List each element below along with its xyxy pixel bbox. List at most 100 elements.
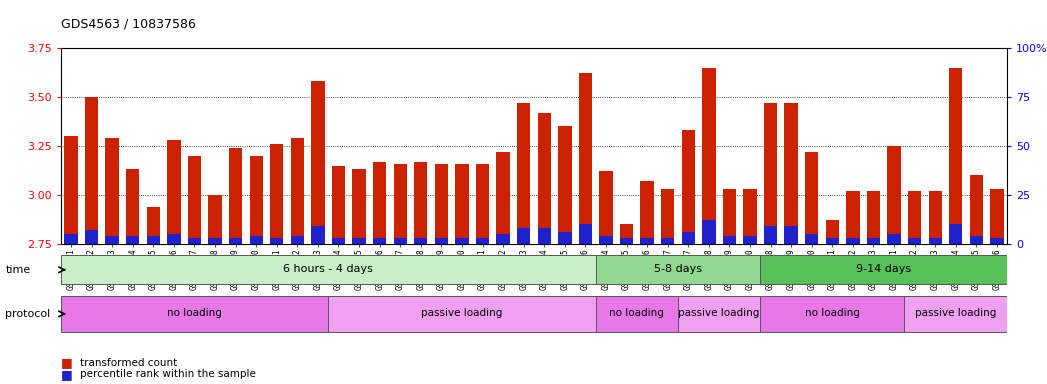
Bar <box>722 236 736 244</box>
Bar <box>517 103 531 244</box>
Text: transformed count: transformed count <box>80 358 177 368</box>
Bar <box>415 162 427 244</box>
Bar <box>147 207 160 244</box>
Bar <box>641 238 653 244</box>
Bar <box>61 296 328 332</box>
Bar <box>496 234 510 244</box>
Bar <box>784 226 798 244</box>
Bar <box>373 238 386 244</box>
Text: 9-14 days: 9-14 days <box>856 264 911 274</box>
Text: 6 hours - 4 days: 6 hours - 4 days <box>284 264 373 274</box>
Text: 5-8 days: 5-8 days <box>654 264 701 274</box>
Bar <box>558 232 572 244</box>
Bar <box>249 236 263 244</box>
Bar <box>743 236 757 244</box>
Bar <box>311 226 325 244</box>
Bar <box>641 181 653 244</box>
Bar <box>867 191 881 244</box>
Bar <box>249 156 263 244</box>
Bar <box>678 296 760 332</box>
Bar <box>85 230 98 244</box>
Bar <box>579 224 593 244</box>
Text: passive loading: passive loading <box>915 308 997 318</box>
Bar <box>760 296 905 332</box>
Bar <box>990 238 1004 244</box>
Bar <box>517 228 531 244</box>
Text: ■: ■ <box>61 356 72 369</box>
Bar <box>311 81 325 244</box>
Bar <box>949 224 962 244</box>
Bar <box>661 189 674 244</box>
Text: time: time <box>5 265 30 275</box>
Bar <box>475 164 489 244</box>
Bar <box>596 296 678 332</box>
Bar <box>846 238 860 244</box>
Bar <box>599 171 612 244</box>
Text: percentile rank within the sample: percentile rank within the sample <box>80 369 255 379</box>
Bar <box>784 103 798 244</box>
Bar <box>905 296 1007 332</box>
Bar <box>826 220 839 244</box>
Bar <box>990 189 1004 244</box>
Bar <box>229 148 242 244</box>
Bar <box>270 238 284 244</box>
Bar <box>558 126 572 244</box>
Bar <box>229 238 242 244</box>
Text: no loading: no loading <box>805 308 860 318</box>
Bar <box>64 136 77 244</box>
Bar <box>743 189 757 244</box>
Text: GDS4563 / 10837586: GDS4563 / 10837586 <box>61 17 196 30</box>
Bar <box>596 255 760 285</box>
Bar <box>270 144 284 244</box>
Bar <box>826 238 839 244</box>
Bar <box>703 68 715 244</box>
Bar <box>970 175 983 244</box>
Bar <box>208 238 222 244</box>
Bar <box>929 238 942 244</box>
Bar <box>106 236 119 244</box>
Bar <box>353 238 365 244</box>
Text: passive loading: passive loading <box>421 308 503 318</box>
Bar <box>394 238 407 244</box>
Bar <box>846 191 860 244</box>
Bar <box>620 238 633 244</box>
Bar <box>394 164 407 244</box>
Bar <box>888 234 900 244</box>
Bar <box>805 234 819 244</box>
Bar <box>328 296 596 332</box>
Bar <box>455 164 469 244</box>
Bar <box>620 224 633 244</box>
Bar <box>64 234 77 244</box>
Bar <box>61 255 596 285</box>
Bar <box>682 232 695 244</box>
Bar <box>908 191 921 244</box>
Text: passive loading: passive loading <box>678 308 760 318</box>
Bar <box>579 73 593 244</box>
Bar <box>106 138 119 244</box>
Bar <box>168 140 180 244</box>
Bar <box>764 103 777 244</box>
Bar <box>703 220 715 244</box>
Bar <box>805 152 819 244</box>
Bar <box>599 236 612 244</box>
Bar <box>949 68 962 244</box>
Bar <box>147 236 160 244</box>
Bar <box>496 152 510 244</box>
Bar <box>661 238 674 244</box>
Bar <box>332 238 346 244</box>
Bar <box>208 195 222 244</box>
Bar <box>682 130 695 244</box>
Text: no loading: no loading <box>609 308 664 318</box>
Bar <box>455 238 469 244</box>
Bar <box>85 97 98 244</box>
Bar <box>970 236 983 244</box>
Text: protocol: protocol <box>5 309 50 319</box>
Bar <box>929 191 942 244</box>
Bar <box>168 234 180 244</box>
Text: no loading: no loading <box>168 308 222 318</box>
Bar <box>126 169 139 244</box>
Text: ■: ■ <box>61 368 72 381</box>
Bar <box>353 169 365 244</box>
Bar <box>760 255 1007 285</box>
Bar <box>187 238 201 244</box>
